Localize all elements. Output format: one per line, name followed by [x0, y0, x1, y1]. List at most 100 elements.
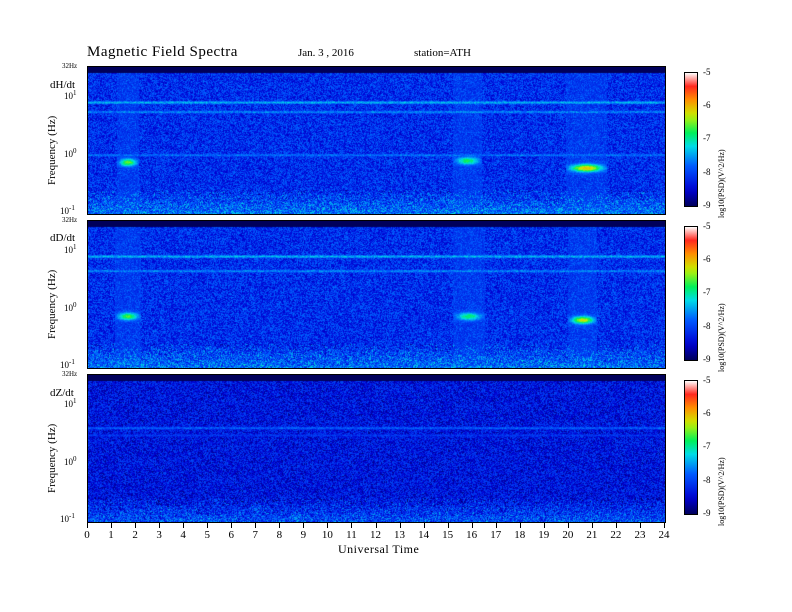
x-tick-mark	[543, 523, 545, 528]
x-axis-label: Universal Time	[338, 542, 420, 556]
x-tick-label: 8	[276, 529, 283, 541]
x-tick-mark	[591, 523, 593, 528]
colorbar-tick: -7	[703, 441, 711, 451]
y-tick-exp: -1	[69, 512, 75, 520]
x-tick-mark	[327, 523, 329, 528]
x-tick-mark	[375, 523, 377, 528]
x-tick-mark	[279, 523, 281, 528]
y-top-label-dh-dt: 32Hz	[62, 62, 78, 70]
x-tick-mark	[423, 523, 425, 528]
y-tick-base: 10	[64, 149, 73, 159]
y-tick-dd-dt-3: 10-1	[60, 358, 75, 370]
y-tick-exp: -1	[69, 204, 75, 212]
x-tick-label: 20	[562, 529, 574, 541]
spectrogram-dz-dt	[87, 374, 666, 523]
y-axis-label-dz-dt: Frequency (Hz)	[46, 423, 58, 493]
x-tick-mark	[87, 523, 88, 528]
x-tick-label: 11	[346, 529, 357, 541]
component-label-dz-dt: dZ/dt	[50, 387, 74, 399]
y-tick-exp: 1	[73, 89, 77, 97]
x-tick-label: 9	[300, 529, 307, 541]
colorbar-tick: -8	[703, 321, 711, 331]
colorbar-tick: -7	[703, 287, 711, 297]
x-tick-label: 16	[466, 529, 478, 541]
x-tick-label: 0	[84, 529, 90, 541]
colorbar-tick: -8	[703, 167, 711, 177]
x-tick-label: 13	[394, 529, 406, 541]
spectrogram-canvas-dh-dt	[88, 67, 665, 214]
y-tick-dz-dt-3: 10-1	[60, 512, 75, 524]
y-axis-label-dh-dt: Frequency (Hz)	[46, 115, 58, 185]
y-tick-exp: 1	[73, 397, 77, 405]
spectrogram-canvas-dd-dt	[88, 221, 665, 368]
colorbar-tick: -5	[703, 375, 711, 385]
x-tick-mark	[567, 523, 569, 528]
colorbar-dd-dt	[684, 226, 698, 361]
x-tick-label: 21	[586, 529, 598, 541]
x-tick-mark	[351, 523, 353, 528]
x-tick-label: 12	[370, 529, 381, 541]
colorbar-tick: -6	[703, 408, 711, 418]
colorbar-dz-dt	[684, 380, 698, 515]
y-tick-exp: 0	[73, 147, 77, 155]
component-label-dd-dt: dD/dt	[50, 232, 76, 244]
y-tick-base: 10	[60, 514, 69, 524]
x-tick-label: 2	[132, 529, 138, 541]
x-tick-mark	[111, 523, 113, 528]
colorbar-label-dz-dt: log10(PSD)(V^2/Hz)	[717, 457, 726, 526]
x-tick-label: 17	[490, 529, 502, 541]
y-top-label-dz-dt: 32Hz	[62, 370, 78, 378]
x-tick-label: 23	[634, 529, 646, 541]
spectrogram-dh-dt	[87, 66, 666, 215]
x-tick-label: 4	[180, 529, 186, 541]
x-tick-mark	[159, 523, 161, 528]
x-tick-label: 22	[610, 529, 622, 541]
x-tick-label: 3	[156, 529, 162, 541]
x-tick-mark	[207, 523, 209, 528]
colorbar-tick: -5	[703, 221, 711, 231]
x-tick-label: 14	[418, 529, 430, 541]
colorbar-label-dh-dt: log10(PSD)(V^2/Hz)	[717, 149, 726, 218]
x-tick-mark	[231, 523, 233, 528]
x-tick-label: 24	[658, 529, 670, 541]
y-tick-exp: 0	[73, 301, 77, 309]
y-top-label-dd-dt: 32Hz	[62, 216, 78, 224]
colorbar-tick: -5	[703, 67, 711, 77]
y-tick-base: 10	[64, 91, 73, 101]
x-tick-label: 5	[204, 529, 210, 541]
x-tick-label: 15	[442, 529, 454, 541]
spectrogram-canvas-dz-dt	[88, 375, 665, 522]
x-tick-mark	[399, 523, 401, 528]
colorbar-tick: -9	[703, 508, 711, 518]
x-tick-mark	[495, 523, 497, 528]
y-tick-base: 10	[64, 457, 73, 467]
station-label: station=ATH	[414, 47, 471, 59]
x-tick-mark	[255, 523, 257, 528]
x-tick-label: 18	[514, 529, 526, 541]
figure-title: Magnetic Field Spectra	[87, 44, 238, 60]
x-tick-mark	[664, 523, 665, 528]
x-tick-mark	[471, 523, 473, 528]
colorbar-tick: -9	[703, 354, 711, 364]
figure-date: Jan. 3 , 2016	[298, 47, 354, 59]
colorbar-tick: -9	[703, 200, 711, 210]
y-tick-base: 10	[60, 206, 69, 216]
x-tick-mark	[135, 523, 137, 528]
x-tick-mark	[615, 523, 617, 528]
y-tick-dd-dt-1: 101	[64, 243, 77, 255]
colorbar-tick: -7	[703, 133, 711, 143]
y-tick-base: 10	[64, 245, 73, 255]
y-tick-exp: -1	[69, 358, 75, 366]
y-tick-dd-dt-2: 100	[64, 301, 77, 313]
y-axis-label-dd-dt: Frequency (Hz)	[46, 269, 58, 339]
component-label-dh-dt: dH/dt	[50, 79, 76, 91]
x-tick-mark	[519, 523, 521, 528]
x-tick-mark	[639, 523, 641, 528]
x-tick-label: 7	[252, 529, 259, 541]
x-tick-label: 1	[108, 529, 114, 541]
y-tick-exp: 1	[73, 243, 77, 251]
colorbar-dh-dt	[684, 72, 698, 207]
y-tick-dh-dt-2: 100	[64, 147, 77, 159]
colorbar-tick: -6	[703, 254, 711, 264]
y-tick-dz-dt-2: 100	[64, 455, 77, 467]
